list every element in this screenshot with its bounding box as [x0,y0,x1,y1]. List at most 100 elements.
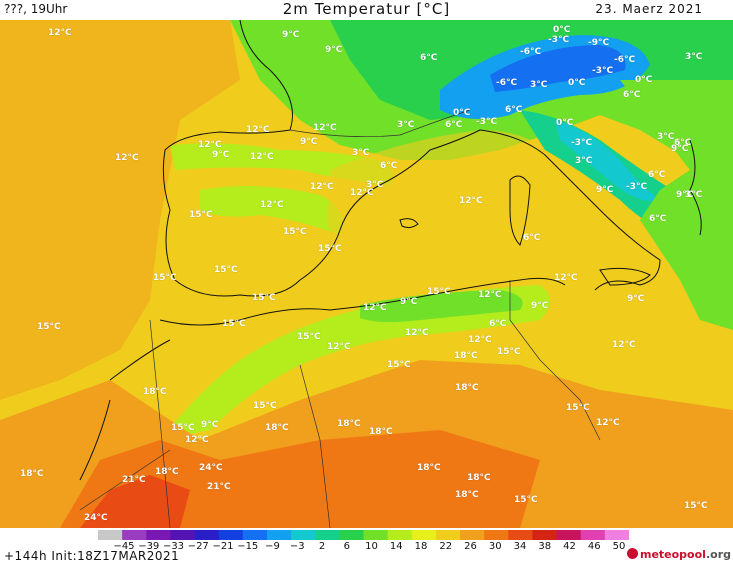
color-scale-tick: 14 [389,541,403,552]
color-scale-swatch [194,530,220,540]
temperature-label: 15°C [283,227,307,237]
temperature-label: 12°C [48,28,72,38]
temperature-label: 6°C [649,214,667,224]
temperature-label: -3°C [548,35,570,45]
color-scale-tick: −45 [113,541,135,552]
field-sahara-hotter [80,475,190,528]
temperature-label: 0°C [556,118,574,128]
temperature-label: 0°C [453,108,471,118]
temperature-label: 15°C [171,423,195,433]
color-scale-tick: 18 [414,541,428,552]
temperature-label: 9°C [282,30,300,40]
temperature-label: 12°C [185,435,209,445]
temperature-label: 3°C [575,156,593,166]
temperature-label: 3°C [685,52,703,62]
temperature-label: 21°C [122,475,146,485]
color-scale-ticks: −45 −39 −33 −27 −21 −15 −9 −3 2 6 10 14 18 22 26 30 34 38… [0,541,733,555]
temperature-label: 15°C [222,319,246,329]
color-scale-swatch [460,530,485,540]
field-alps-colder [490,45,626,92]
color-scale-swatch [98,530,123,540]
coastlines [79,20,702,481]
color-scale-tick: 6 [343,541,350,552]
temperature-label: 0°C [635,75,653,85]
brand-name: meteopool [639,548,706,561]
color-scale-swatch [266,530,292,540]
temperature-label: 15°C [252,293,276,303]
color-scale-tick: −27 [187,541,209,552]
field-atlas [160,285,550,440]
temperature-label: 12°C [554,273,578,283]
temperature-label: 6°C [674,138,692,148]
temperature-label: 12°C [310,182,334,192]
temperature-label: 6°C [523,233,541,243]
temperature-label: 9°C [671,144,689,154]
temperature-label: 15°C [297,332,321,342]
temperature-label: 6°C [505,105,523,115]
brand-logo[interactable]: meteopool.org [626,548,731,561]
field-mediterranean [327,130,600,286]
temperature-label: 12°C [260,200,284,210]
temperature-label: 18°C [155,467,179,477]
temperature-label: 12°C [363,303,387,313]
color-scale-swatch [532,530,558,540]
color-scale-swatch [242,530,268,540]
temperature-label: 15°C [514,495,538,505]
temperature-map[interactable]: 12°C 9°C 9°C 6°C 0°C -3°C -9°C -6°C -6°C 3°C -3°C 0… [0,20,733,528]
temperature-label: 15°C [37,322,61,332]
temperature-label: 6°C [623,90,641,100]
temperature-label: 12°C [250,152,274,162]
color-scale-tick: −21 [212,541,234,552]
color-scale-swatch [387,530,413,540]
color-scale-tick: 2 [318,541,326,552]
temperature-label: 18°C [369,427,393,437]
temperature-label: 9°C [531,301,549,311]
forecast-label: ???, 19Uhr [4,2,68,16]
color-scale-tick: 38 [538,541,552,552]
temperature-label: 12°C [327,342,351,352]
temperature-label: 18°C [20,469,44,479]
field-italy-cold [555,120,660,201]
color-scale-tick: 50 [612,541,626,552]
color-scale-swatch [556,530,582,540]
temperature-label: -9°C [588,38,610,48]
temperature-label: 15°C [153,273,177,283]
temperature-label: -6°C [520,47,542,57]
color-scale-tick: 30 [488,541,502,552]
footer-bar: −45 −39 −33 −27 −21 −15 −9 −3 2 6 10 14 18 22 26 30 34 38… [0,528,733,566]
color-scale-tick: 42 [563,541,576,552]
temperature-label: 15°C [684,501,708,511]
header-bar: ???, 19Uhr 2m Temperatur [°C] 23. Maerz … [0,0,733,20]
color-scale-tick: 26 [464,541,477,552]
temperature-label: 12°C [198,140,222,150]
temperature-label: 12°C [596,418,620,428]
temperature-label: 9°C [627,294,645,304]
color-scale-swatch [339,530,365,540]
temperature-label: 18°C [455,490,479,500]
temperature-label: 3°C [657,132,675,142]
temperature-label: 18°C [454,351,478,361]
temperature-label: 9°C [676,190,694,200]
temperature-label: 15°C [214,265,238,275]
temperature-label: 18°C [143,387,167,397]
temperature-label: 12°C [405,328,429,338]
temperature-label: 3°C [366,180,384,190]
temperature-label: 6°C [420,53,438,63]
temperature-label: 0°C [553,25,571,35]
temperature-label: 18°C [417,463,441,473]
brand-tld: .org [705,548,731,561]
temperature-label: 18°C [337,419,361,429]
color-scale-swatch [170,530,196,540]
temperature-label: 18°C [467,473,491,483]
temperature-label: 12°C [459,196,483,206]
color-scale-swatch [122,530,147,540]
temperature-label: -3°C [592,66,614,76]
color-scale-swatch [508,530,534,540]
temperature-label: 9°C [300,137,318,147]
color-scale-swatch [484,530,509,540]
temperature-label: 15°C [427,287,451,297]
color-scale-tick: −39 [138,541,160,552]
temperature-label: -6°C [614,55,636,65]
temperature-label: 12°C [478,290,502,300]
color-scale-tick: 34 [513,541,527,552]
